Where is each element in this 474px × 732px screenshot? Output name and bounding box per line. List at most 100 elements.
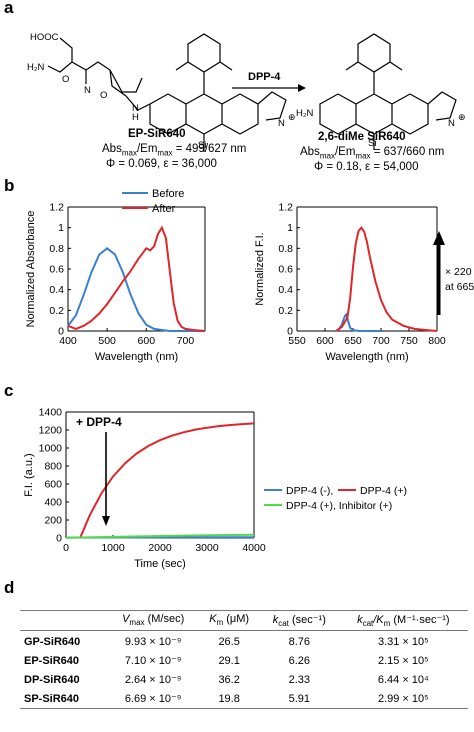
- y-tick-label: 0: [287, 326, 293, 338]
- x-tick-label: 0: [63, 542, 69, 554]
- panel-label-b: b: [4, 176, 15, 195]
- y-tick-label: 800: [44, 461, 62, 473]
- x-tick-label: 600: [138, 335, 156, 347]
- chart-absorbance: 400 500 600 700 0 0.2 0.4 0.6 0.8 1 1.2 Wavelength …: [25, 188, 206, 363]
- reaction-scheme: HOOC H₂N O N O H N Si N ⊕ H₂N Si N ⊕ DPP…: [27, 32, 466, 152]
- y-axis-label: Normalized F.I.: [254, 232, 266, 305]
- product-structure: [319, 33, 457, 150]
- panel-label-d: d: [4, 578, 15, 597]
- charge-plus-icon: ⊕: [288, 112, 296, 122]
- x-tick-label: 700: [372, 335, 390, 347]
- product-phi: Φ = 0.18, ε = 54,000: [314, 161, 419, 173]
- product-name: 2,6-diMe SiR640: [318, 131, 406, 143]
- substrate-name: EP-SiR640: [128, 128, 186, 140]
- table-row: DP-SiR640 2.64 × 10⁻⁹ 36.2 2.33 6.44 × 1…: [24, 673, 429, 687]
- table-header-row: Vmax (M/sec) Km (μM) kcat (sec⁻¹) kcat/K…: [20, 611, 468, 631]
- y-tick-label: 1.2: [49, 202, 64, 214]
- substrate-phi: Φ = 0.069, ε = 36,000: [106, 158, 217, 170]
- y-tick-label: 0.4: [49, 284, 64, 296]
- x-tick-label: 800: [428, 335, 446, 347]
- y-tick-label: 0: [56, 533, 62, 545]
- x-axis-label: Time (sec): [134, 558, 186, 570]
- y-tick-label: 1: [58, 222, 64, 234]
- y-tick-label: 0.6: [49, 264, 64, 276]
- y-tick-label: 1.2: [278, 202, 293, 214]
- x-tick-label: 400: [59, 335, 77, 347]
- legend-label-1: DPP-4 (+): [360, 485, 407, 497]
- legend-label-2: DPP-4 (+), Inhibitor (+): [286, 500, 392, 512]
- y-tick-label: 0: [58, 326, 64, 338]
- y-tick-label: 1400: [39, 407, 63, 419]
- y-tick-label: 1200: [39, 425, 63, 437]
- x-axis-label: Wavelength (nm): [95, 351, 178, 363]
- y-tick-label: 0.8: [49, 243, 64, 255]
- chart-time-course: 0 1000 2000 3000 4000 0 200 400 600 800 1000 1200 14…: [23, 407, 407, 571]
- y-tick-label: 600: [44, 479, 62, 491]
- annotation-label: × 220: [445, 266, 472, 278]
- atom-si: Si: [198, 140, 206, 151]
- x-tick-label: 3000: [195, 542, 219, 554]
- atom-n2: N: [132, 103, 139, 114]
- x-tick-label: 700: [177, 335, 195, 347]
- y-tick-label: 0.8: [278, 243, 293, 255]
- x-tick-label: 1000: [101, 542, 125, 554]
- substrate-structure: [47, 33, 287, 152]
- x-tick-label: 500: [98, 335, 116, 347]
- series-line-2: [65, 533, 255, 539]
- annotation-label: at 665 nm: [445, 281, 474, 293]
- legend-label-0: DPP-4 (-),: [286, 485, 333, 497]
- col-kcat: kcat (sec⁻¹): [272, 613, 326, 629]
- y-tick-label: 1: [287, 222, 293, 234]
- col-kcat-km: kcat/Km (M⁻¹·sec⁻¹): [357, 613, 450, 629]
- y-axis-label: Normalized Absorbance: [25, 211, 37, 328]
- y-tick-label: 0.6: [278, 264, 293, 276]
- table-row: EP-SiR640 7.10 × 10⁻⁹ 29.1 6.26 2.15 × 1…: [24, 654, 429, 668]
- y-tick-label: 0.4: [278, 284, 293, 296]
- series-line-1: [67, 225, 206, 332]
- x-tick-label: 4000: [242, 542, 266, 554]
- y-axis-label: F.I. (a.u.): [23, 453, 35, 496]
- x-tick-label: 750: [400, 335, 418, 347]
- kinetics-table: Vmax (M/sec) Km (μM) kcat (sec⁻¹) kcat/K…: [20, 611, 468, 708]
- substrate-absem: Absmax/Emmax = 499/627 nm: [102, 143, 247, 158]
- x-tick-label: 600: [316, 335, 334, 347]
- charge-plus2-icon: ⊕: [458, 112, 466, 122]
- y-tick-label: 0.2: [49, 305, 64, 317]
- y-tick-label: 400: [44, 497, 62, 509]
- atom-nplus: N: [278, 118, 285, 129]
- reagent-label: DPP-4: [248, 71, 281, 83]
- x-axis-label: Wavelength (nm): [325, 351, 408, 363]
- annotation-label: + DPP-4: [76, 415, 122, 429]
- series-line-0: [67, 247, 205, 332]
- annotation-arrowhead-icon: [433, 231, 445, 245]
- legend-label-0: Before: [152, 188, 184, 200]
- series-line-1: [79, 422, 255, 539]
- atom-o1: O: [62, 74, 69, 85]
- product-absem: Absmax/Emmax = 637/660 nm: [300, 146, 445, 161]
- x-tick-label: 650: [344, 335, 362, 347]
- table-row: SP-SiR640 6.69 × 10⁻⁹ 19.8 5.91 2.99 × 1…: [24, 692, 429, 706]
- x-tick-label: 2000: [148, 542, 172, 554]
- atom-hooc: HOOC: [30, 32, 59, 43]
- panel-label-a: a: [4, 0, 14, 17]
- atom-si2: Si: [368, 138, 376, 149]
- y-tick-label: 0.2: [278, 305, 293, 317]
- atom-nplus2: N: [448, 118, 455, 129]
- x-tick-label: 550: [288, 335, 306, 347]
- atom-h: H: [132, 112, 139, 123]
- atom-nh2: H₂N: [296, 108, 314, 119]
- y-tick-label: 1000: [39, 443, 63, 455]
- legend-label-1: After: [152, 203, 176, 215]
- kinetics-table-wrap: Vmax (M/sec) Km (μM) kcat (sec⁻¹) kcat/K…: [20, 610, 468, 709]
- y-tick-label: 200: [44, 515, 62, 527]
- atom-n1: N: [84, 85, 91, 96]
- col-km: Km (μM): [209, 613, 250, 628]
- annotation-arrowhead-icon: [102, 516, 110, 526]
- series-line-0: [335, 312, 381, 332]
- reaction-arrowhead-icon: [298, 84, 306, 92]
- atom-h2n: H₂N: [27, 62, 45, 73]
- col-vmax: Vmax (M/sec): [122, 613, 185, 628]
- series-line-1: [335, 226, 438, 332]
- table-row: GP-SiR640 9.93 × 10⁻⁹ 26.5 8.76 3.31 × 1…: [24, 635, 429, 649]
- panel-label-c: c: [4, 381, 14, 400]
